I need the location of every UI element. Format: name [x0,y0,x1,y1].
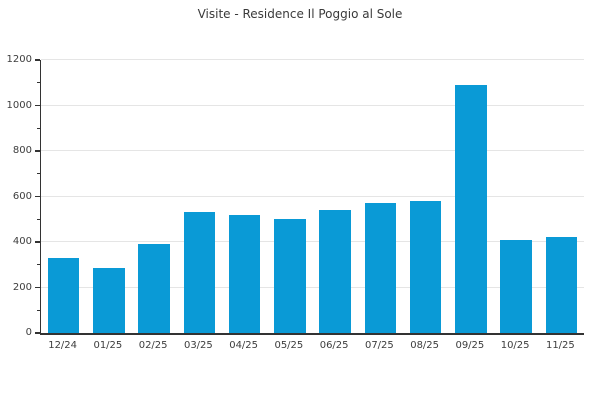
bar-slot-01-25 [86,60,131,333]
bar-slot-06-25 [313,60,358,333]
gridline-600 [41,195,584,197]
bar-09-25 [455,85,487,333]
y-tick-mark-1000 [34,104,40,106]
gridline-200 [41,286,584,288]
gridline-800 [41,150,584,151]
x-tick-label-04-25: 04/25 [229,340,259,351]
bar-04-25 [228,214,261,333]
bar-06-25 [319,210,351,333]
bar-slot-11-25 [539,60,584,333]
bar-slot-08-25 [403,60,448,333]
bar-11-25 [545,237,578,333]
x-tick-label-12-24: 12/24 [48,340,78,351]
bar-03-25 [183,212,216,333]
y-tick-label-800: 800 [12,145,32,156]
y-tick-label-0: 0 [25,327,32,338]
y-minor-tick-mark-900 [36,127,40,129]
x-tick-label-03-25: 03/25 [183,340,213,351]
gridline-400 [41,241,584,242]
x-tick-label-01-25: 01/25 [93,340,123,351]
y-tick-label-200: 200 [12,281,32,293]
y-tick-mark-1200 [34,59,40,61]
bar-slot-07-25 [358,60,403,333]
y-tick-mark-0 [34,332,40,334]
bar-08-25 [409,201,442,333]
bar-05-25 [274,219,306,333]
bar-slot-03-25 [177,60,222,333]
y-tick-mark-400 [34,241,40,243]
y-minor-tick-mark-700 [36,173,40,175]
bar-slot-02-25 [132,60,177,333]
y-tick-label-600: 600 [12,190,32,202]
y-tick-label-1200: 1200 [6,54,32,65]
gridline-1200 [41,59,584,60]
chart-title: Visite - Residence Il Poggio al Sole [197,7,403,21]
y-minor-tick-mark-100 [36,309,40,311]
y-tick-label-400: 400 [12,236,32,247]
y-tick-mark-800 [34,150,40,152]
bar-slot-05-25 [267,60,312,333]
bar-01-25 [93,268,125,333]
x-axis-labels: 12/24 01/25 02/25 03/25 04/25 05/25 06/25 07/25… [40,340,583,351]
bar-02-25 [138,244,170,333]
bar-slot-12-24 [41,60,86,333]
x-tick-label-10-25: 10/25 [500,340,530,351]
x-tick-label-06-25: 06/25 [319,340,349,351]
bar-10-25 [500,239,532,333]
y-tick-label-1000: 1000 [6,99,32,111]
plot-area [34,59,584,335]
bars-row [41,60,584,333]
x-tick-label-07-25: 07/25 [364,340,394,351]
x-tick-label-11-25: 11/25 [545,340,575,351]
y-axis-labels: 0 200 400 600 800 1000 1200 [0,55,32,338]
gridline-1000 [41,104,584,106]
x-tick-label-05-25: 05/25 [274,340,304,351]
y-tick-mark-600 [34,195,40,197]
bar-slot-09-25 [448,60,493,333]
bar-slot-10-25 [494,60,539,333]
x-tick-label-02-25: 02/25 [138,340,168,351]
bar-07-25 [364,203,397,333]
y-minor-tick-mark-1100 [36,82,40,84]
x-tick-label-08-25: 08/25 [410,340,440,351]
bar-12-24 [47,257,80,333]
y-tick-mark-200 [34,286,40,289]
x-tick-label-09-25: 09/25 [455,340,485,351]
bar-slot-04-25 [222,60,267,333]
y-minor-tick-mark-500 [36,218,40,220]
y-minor-tick-mark-300 [36,264,40,266]
